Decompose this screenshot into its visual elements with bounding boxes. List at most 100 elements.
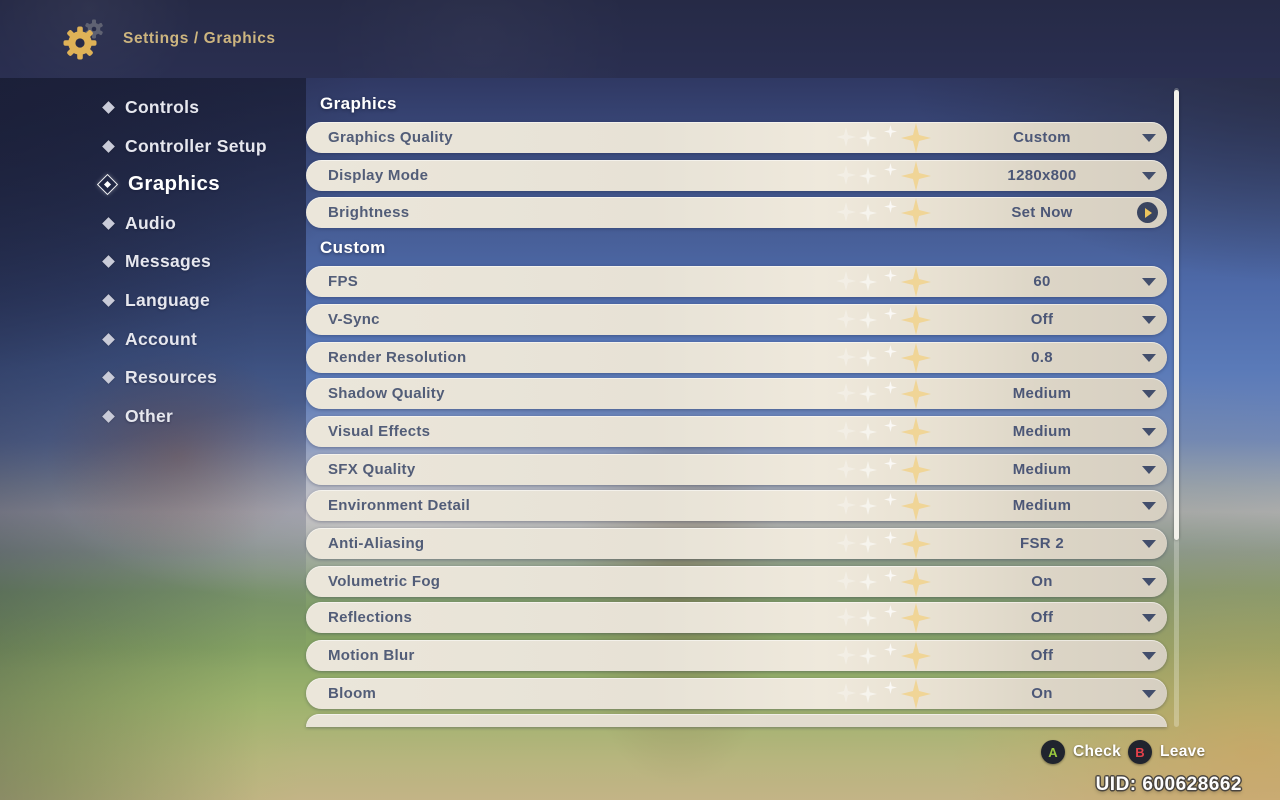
setting-value: Medium	[1012, 385, 1072, 402]
sparkle-icon	[884, 419, 897, 432]
chevron-down-icon[interactable]	[1142, 652, 1156, 660]
sparkle-icon	[836, 347, 856, 367]
sparkle-icon	[901, 343, 931, 373]
setting-row-bloom[interactable]: Bloom On	[306, 678, 1167, 709]
chevron-down-icon[interactable]	[1142, 428, 1156, 436]
sparkle-icon	[901, 198, 931, 228]
setting-row-vsync[interactable]: V-Sync Off	[306, 304, 1167, 335]
setting-row-fps[interactable]: FPS 60	[306, 266, 1167, 297]
setting-row-graphics-quality[interactable]: Graphics Quality Custom	[306, 122, 1167, 153]
chevron-down-icon[interactable]	[1142, 278, 1156, 286]
sidebar-item-graphics[interactable]: Graphics	[96, 168, 311, 200]
sparkle-icon	[884, 269, 897, 282]
sparkle-icon	[859, 685, 877, 703]
chevron-down-icon[interactable]	[1142, 134, 1156, 142]
sparkle-icon	[836, 533, 856, 553]
gamepad-a-button-icon: A	[1041, 740, 1065, 764]
setting-row-render-resolution[interactable]: Render Resolution 0.8	[306, 342, 1167, 373]
sparkle-icon	[836, 202, 856, 222]
chevron-right-circle-icon[interactable]	[1137, 202, 1158, 223]
setting-label: Motion Blur	[328, 647, 415, 664]
setting-row-visual-effects[interactable]: Visual Effects Medium	[306, 416, 1167, 447]
chevron-down-icon[interactable]	[1142, 466, 1156, 474]
gamepad-b-button-icon: B	[1128, 740, 1152, 764]
setting-label: Environment Detail	[328, 497, 471, 514]
leave-button[interactable]: B Leave	[1128, 740, 1205, 764]
sidebar-item-label: Audio	[125, 212, 177, 233]
chevron-down-icon[interactable]	[1142, 354, 1156, 362]
sidebar-item-controller-setup[interactable]: Controller Setup	[102, 131, 267, 161]
section-title-custom: Custom	[320, 238, 386, 257]
sparkle-icon	[884, 200, 897, 213]
sparkle-icon	[901, 491, 931, 521]
check-button[interactable]: A Check	[1041, 740, 1121, 764]
sparkle-icon	[859, 385, 877, 403]
sidebar-item-language[interactable]: Language	[102, 285, 210, 315]
sparkle-icon	[901, 379, 931, 409]
chevron-down-icon[interactable]	[1142, 690, 1156, 698]
setting-label: Display Mode	[328, 167, 429, 184]
chevron-down-icon[interactable]	[1142, 172, 1156, 180]
leave-button-label: Leave	[1160, 743, 1206, 760]
settings-gear-icon	[60, 17, 106, 68]
setting-row-shadow-quality[interactable]: Shadow Quality Medium	[306, 378, 1167, 409]
setting-value: On	[1031, 573, 1053, 590]
sparkle-icon	[884, 605, 897, 618]
setting-label: Shadow Quality	[328, 385, 445, 402]
chevron-down-icon[interactable]	[1142, 502, 1156, 510]
setting-row-volumetric-fog[interactable]: Volumetric Fog On	[306, 566, 1167, 597]
setting-row-display-mode[interactable]: Display Mode 1280x800 Fullscreen	[306, 160, 1167, 215]
sidebar-item-label: Controls	[125, 96, 200, 117]
sparkle-icon	[836, 607, 856, 627]
diamond-bullet-icon	[102, 293, 115, 307]
sparkle-icon	[859, 273, 877, 291]
sidebar-item-audio[interactable]: Audio	[102, 208, 177, 238]
sidebar-item-label: Account	[125, 328, 198, 349]
setting-label: Render Resolution	[328, 349, 467, 366]
sidebar-item-label: Resources	[125, 366, 218, 387]
setting-row-sfx-quality[interactable]: SFX Quality Medium	[306, 454, 1167, 485]
sparkle-icon	[836, 127, 856, 147]
sidebar-item-messages[interactable]: Messages	[102, 246, 211, 276]
sparkle-icon	[901, 123, 931, 153]
sidebar-item-resources[interactable]: Resources	[102, 362, 218, 392]
sparkle-icon	[836, 683, 856, 703]
sidebar-item-controls[interactable]: Controls	[102, 92, 200, 122]
uid-text: UID: 600628662	[1095, 774, 1242, 795]
diamond-core	[103, 180, 112, 188]
sparkle-icon	[859, 349, 877, 367]
sparkle-icon	[901, 567, 931, 597]
chevron-down-icon[interactable]	[1142, 614, 1156, 622]
chevron-down-icon[interactable]	[1142, 316, 1156, 324]
sidebar-shade-overlay	[0, 78, 306, 800]
setting-value: Medium	[1012, 497, 1072, 514]
setting-row-reflections[interactable]: Reflections Off	[306, 602, 1167, 633]
sparkle-icon	[884, 457, 897, 470]
sparkle-icon	[884, 531, 897, 544]
setting-label: SFX Quality	[328, 461, 416, 478]
setting-row-environment-detail[interactable]: Environment Detail Medium	[306, 490, 1167, 521]
sidebar-item-account[interactable]: Account	[102, 324, 198, 354]
sparkle-icon	[836, 495, 856, 515]
sidebar-item-other[interactable]: Other	[102, 401, 173, 431]
setting-label: FPS	[328, 273, 359, 290]
chevron-down-icon[interactable]	[1142, 578, 1156, 586]
section-title-graphics: Graphics	[320, 94, 397, 113]
setting-row-anti-aliasing[interactable]: Anti-Aliasing FSR 2	[306, 528, 1167, 559]
sparkle-icon	[859, 497, 877, 515]
sidebar-item-label: Controller Setup	[125, 135, 267, 156]
sparkle-icon	[859, 609, 877, 627]
sparkle-icon	[901, 529, 931, 559]
chevron-down-icon[interactable]	[1142, 390, 1156, 398]
sparkle-icon	[836, 571, 856, 591]
diamond-bullet-icon	[102, 139, 115, 153]
setting-row-partial[interactable]	[306, 714, 1167, 727]
setting-row-motion-blur[interactable]: Motion Blur Off	[306, 640, 1167, 671]
scrollbar-thumb[interactable]	[1174, 90, 1179, 540]
setting-value: 60	[1033, 273, 1051, 290]
check-button-label: Check	[1073, 743, 1122, 760]
chevron-down-icon[interactable]	[1142, 540, 1156, 548]
setting-value: 1280x800 Fullscreen	[1003, 167, 1081, 215]
setting-row-brightness[interactable]: Brightness Set Now	[306, 197, 1167, 228]
sparkle-icon	[836, 383, 856, 403]
